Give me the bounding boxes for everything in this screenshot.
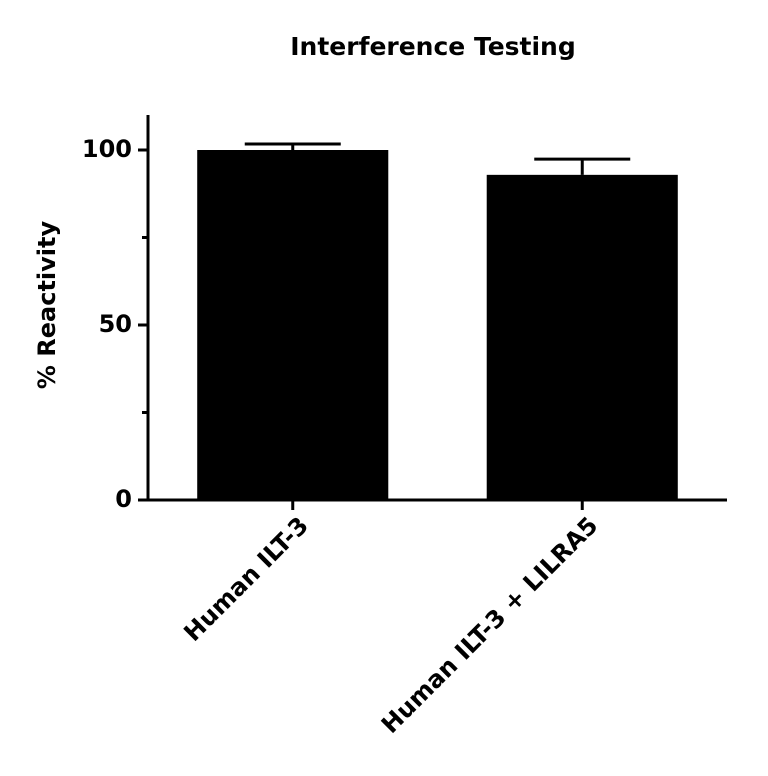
y-tick-label: 100	[82, 135, 132, 163]
bar	[486, 174, 678, 500]
x-tick-label: Human ILT-3	[178, 511, 313, 646]
y-axis-label: % Reactivity	[33, 221, 61, 390]
chart-title: Interference Testing	[290, 32, 576, 61]
error-bar	[244, 142, 341, 150]
y-tick-label: 50	[99, 310, 132, 338]
y-tick-label: 0	[115, 485, 132, 513]
bar	[197, 150, 389, 500]
error-bar	[534, 157, 631, 175]
x-tick-label: Human ILT-3 + LILRA5	[376, 511, 603, 738]
